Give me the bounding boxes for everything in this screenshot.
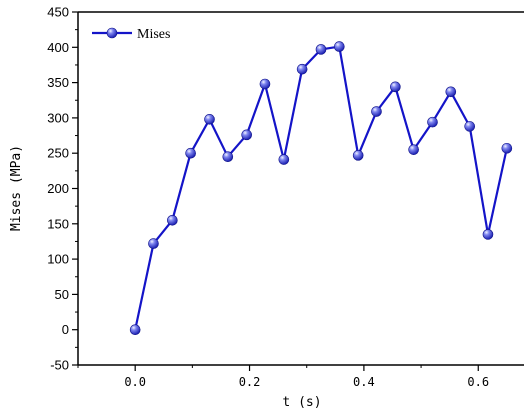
- data-point: [371, 106, 382, 117]
- data-point: [185, 147, 196, 159]
- x-axis: 0.0 0.2 0.4 0.6: [77, 365, 489, 389]
- series-layer: [129, 41, 513, 336]
- x-tick-label: 0.0: [124, 375, 146, 389]
- data-point: [334, 41, 345, 52]
- data-point: [241, 129, 252, 141]
- data-point: [427, 116, 438, 128]
- data-point: [408, 144, 419, 155]
- y-tick-label: 450: [47, 5, 69, 20]
- x-tick-label: 0.4: [353, 375, 375, 389]
- x-tick-label: 0.6: [467, 375, 489, 389]
- y-tick-label: 50: [55, 287, 69, 302]
- x-tick-label: 0.2: [239, 375, 261, 389]
- legend-marker: [106, 27, 118, 39]
- data-point: [501, 142, 513, 154]
- y-tick-label: 150: [47, 216, 69, 231]
- data-point: [278, 154, 290, 165]
- data-point: [390, 81, 401, 93]
- y-tick-label: 200: [47, 181, 69, 196]
- data-point: [222, 151, 234, 163]
- y-axis-title: Mises (MPa): [9, 145, 24, 231]
- data-point: [129, 324, 141, 336]
- y-tick-label: 400: [47, 40, 69, 55]
- y-tick-label: -50: [50, 358, 69, 373]
- data-point: [296, 63, 308, 75]
- data-point: [445, 86, 457, 98]
- data-point: [482, 229, 494, 240]
- data-point: [464, 121, 475, 132]
- legend: Mises: [92, 27, 170, 42]
- data-point: [167, 214, 178, 226]
- y-tick-label: 300: [47, 110, 69, 125]
- data-point: [315, 44, 327, 55]
- y-tick-label: 0: [62, 322, 69, 337]
- y-tick-label: 350: [47, 75, 69, 90]
- data-point: [148, 238, 159, 249]
- data-point: [352, 150, 364, 161]
- data-point: [204, 114, 215, 125]
- y-axis: -50 0 50 100 150 200 250 300 350 400 450: [47, 5, 78, 373]
- x-axis-title: t (s): [282, 395, 321, 410]
- y-tick-label: 100: [47, 252, 69, 267]
- data-point: [259, 78, 271, 90]
- y-tick-label: 250: [47, 146, 69, 161]
- legend-label: Mises: [137, 27, 170, 42]
